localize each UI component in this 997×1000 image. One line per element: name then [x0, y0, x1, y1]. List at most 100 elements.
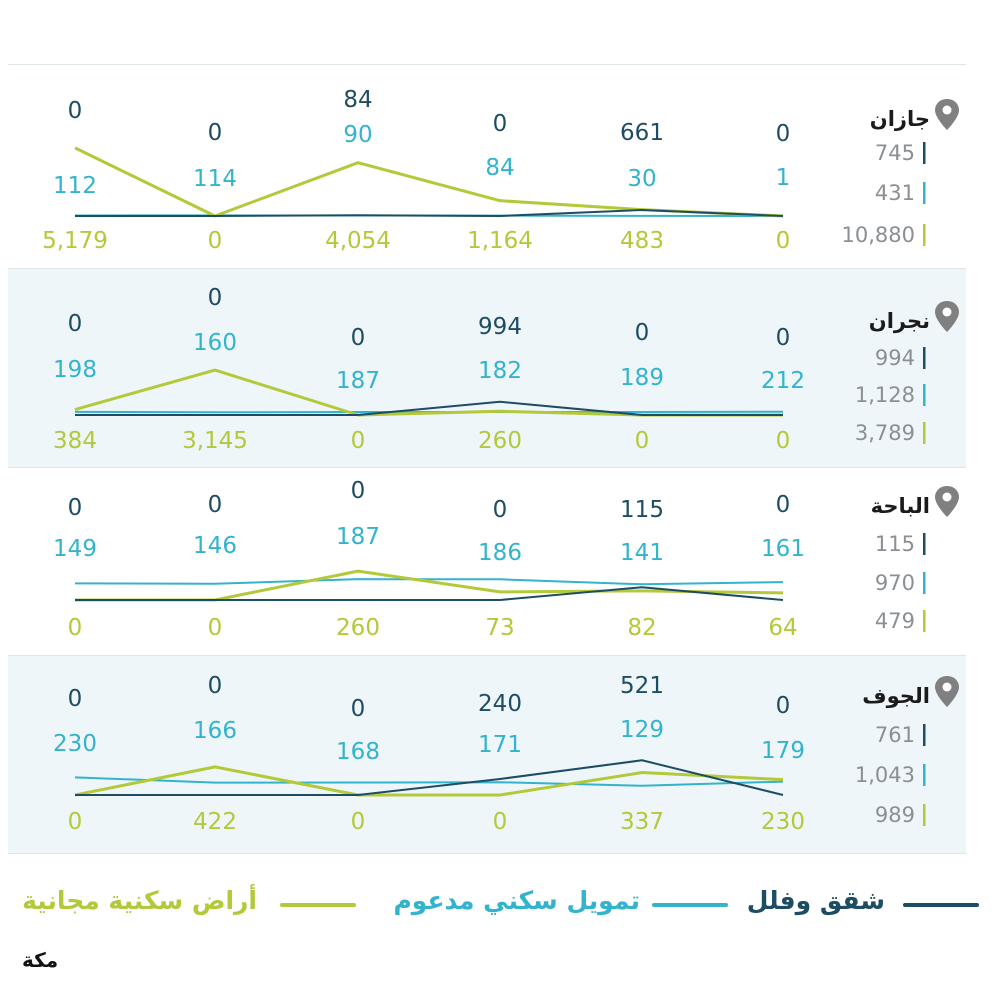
data-label-financing: 90 — [343, 122, 372, 148]
divider — [8, 853, 966, 854]
series-line-land — [75, 569, 784, 602]
total-apartments: 115 — [875, 532, 915, 556]
data-label-apartments: 994 — [478, 314, 522, 340]
data-label-land: 260 — [478, 428, 522, 454]
data-label-land: 422 — [193, 809, 237, 835]
panel-najran-bg — [8, 269, 966, 467]
legend-land-line — [280, 903, 356, 907]
data-label-land: 5,179 — [42, 228, 108, 254]
data-label-apartments: 0 — [68, 311, 83, 337]
data-label-land: 337 — [620, 809, 664, 835]
data-label-financing: 187 — [336, 524, 380, 550]
data-label-land: 1,164 — [467, 228, 533, 254]
data-label-apartments: 0 — [776, 492, 791, 518]
data-label-financing: 187 — [336, 368, 380, 394]
total-marker-apartments — [923, 724, 926, 746]
data-label-land: 0 — [208, 228, 223, 254]
total-apartments: 994 — [875, 346, 915, 370]
total-marker-apartments — [923, 347, 926, 369]
data-label-apartments: 0 — [68, 686, 83, 712]
data-label-apartments: 0 — [208, 120, 223, 146]
data-label-land: 0 — [351, 428, 366, 454]
data-label-land: 0 — [351, 809, 366, 835]
total-financing: 431 — [875, 181, 915, 205]
region-name: الباحة — [871, 494, 930, 518]
series-line-financing — [74, 578, 784, 586]
data-label-financing: 30 — [627, 166, 656, 192]
series-line-apartments — [75, 586, 784, 601]
legend-apartments-label: شقق وفلل — [746, 886, 885, 915]
data-label-financing: 212 — [761, 368, 805, 394]
data-label-land: 384 — [53, 428, 97, 454]
region-name: نجران — [869, 309, 930, 333]
data-label-financing: 161 — [761, 536, 805, 562]
data-label-financing: 230 — [53, 731, 97, 757]
total-marker-land — [923, 610, 926, 632]
data-label-financing: 189 — [620, 365, 664, 391]
data-label-financing: 114 — [193, 166, 237, 192]
divider — [8, 467, 966, 468]
divider — [8, 64, 966, 65]
data-label-apartments: 0 — [208, 285, 223, 311]
legend: شقق وفلل تمويل سكني مدعوم أراض سكنية مجا… — [0, 870, 997, 940]
total-financing: 970 — [875, 571, 915, 595]
data-label-land: 230 — [761, 809, 805, 835]
total-apartments: 745 — [875, 141, 915, 165]
total-financing: 1,043 — [855, 763, 915, 787]
data-label-financing: 129 — [620, 717, 664, 743]
series-line-land — [74, 765, 784, 797]
data-label-financing: 112 — [53, 173, 97, 199]
location-pin-icon — [935, 301, 959, 332]
total-land: 3,789 — [855, 421, 915, 445]
data-label-apartments: 0 — [493, 497, 508, 523]
data-label-apartments: 0 — [351, 696, 366, 722]
data-label-apartments: 0 — [776, 121, 791, 147]
data-label-financing: 198 — [53, 357, 97, 383]
data-label-apartments: 0 — [493, 111, 508, 137]
region-name: الجوف — [862, 684, 930, 708]
total-marker-apartments — [923, 533, 926, 555]
data-label-apartments: 0 — [351, 325, 366, 351]
total-marker-land — [923, 224, 926, 246]
total-land: 479 — [875, 609, 915, 633]
data-label-financing: 168 — [336, 739, 380, 765]
data-label-land: 0 — [208, 615, 223, 641]
data-label-financing: 166 — [193, 718, 237, 744]
legend-financing-label: تمويل سكني مدعوم — [393, 886, 640, 915]
panel-jouf-bg — [8, 656, 966, 853]
data-label-land: 260 — [336, 615, 380, 641]
data-label-apartments: 0 — [208, 492, 223, 518]
legend-land-label: أراض سكنية مجانية — [22, 886, 257, 915]
data-label-financing: 146 — [193, 533, 237, 559]
data-label-financing: 182 — [478, 358, 522, 384]
total-apartments: 761 — [875, 723, 915, 747]
data-label-land: 64 — [768, 615, 797, 641]
location-pin-icon — [935, 676, 959, 707]
divider — [8, 655, 966, 656]
data-label-apartments: 0 — [776, 325, 791, 351]
location-pin-icon — [935, 486, 959, 517]
legend-financing-line — [652, 903, 728, 907]
data-label-land: 483 — [620, 228, 664, 254]
data-label-land: 0 — [635, 428, 650, 454]
data-label-apartments: 115 — [620, 497, 664, 523]
data-label-land: 0 — [776, 428, 791, 454]
data-label-land: 73 — [485, 615, 514, 641]
total-marker-apartments — [923, 142, 926, 164]
data-label-apartments: 0 — [635, 320, 650, 346]
series-line-financing — [74, 776, 784, 787]
data-label-land: 3,145 — [182, 428, 248, 454]
divider — [8, 268, 966, 269]
data-label-apartments: 0 — [68, 495, 83, 521]
total-marker-land — [923, 804, 926, 826]
data-label-apartments: 84 — [343, 87, 372, 113]
data-label-apartments: 0 — [208, 673, 223, 699]
series-line-apartments — [75, 400, 783, 416]
legend-apartments-line — [903, 903, 979, 907]
total-marker-financing — [923, 384, 926, 406]
data-label-financing: 160 — [193, 330, 237, 356]
data-label-financing: 84 — [485, 155, 514, 181]
data-label-apartments: 240 — [478, 691, 522, 717]
data-label-land: 4,054 — [325, 228, 391, 254]
total-land: 989 — [875, 803, 915, 827]
